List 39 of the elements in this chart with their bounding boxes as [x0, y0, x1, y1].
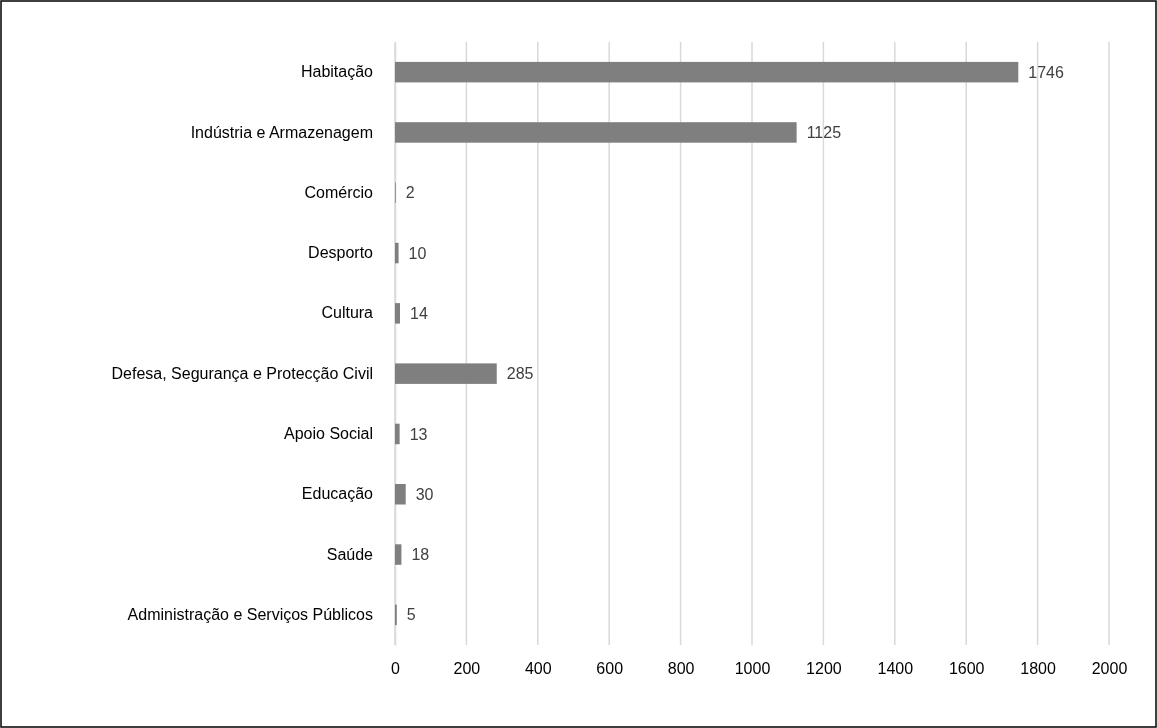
x-tick-label: 600: [596, 659, 624, 677]
bar: [395, 363, 497, 384]
y-tick-label: Indústria e Armazenagem: [190, 123, 373, 141]
x-tick-label: 200: [453, 659, 481, 677]
x-tick-label: 800: [667, 659, 695, 677]
x-tick-label: 400: [524, 659, 552, 677]
x-tick-label: 1800: [1020, 659, 1056, 677]
data-label: 30: [415, 485, 434, 503]
bar: [395, 484, 406, 505]
y-tick-label: Apoio Social: [284, 425, 373, 443]
x-tick-label: 2000: [1091, 659, 1128, 677]
y-tick-label: Educação: [301, 485, 374, 503]
data-label: 1125: [806, 124, 842, 142]
data-label: 285: [506, 365, 534, 383]
y-tick-label: Desporto: [308, 244, 374, 262]
bar: [395, 303, 400, 324]
y-tick-label: Defesa, Segurança e Protecção Civil: [111, 364, 373, 382]
bar: [395, 122, 797, 143]
y-tick-label: Comércio: [304, 183, 374, 201]
data-label: 1746: [1028, 63, 1065, 81]
x-tick-label: 1200: [806, 659, 842, 677]
x-tick-label: 1600: [948, 659, 985, 677]
data-label: 2: [405, 184, 415, 202]
y-tick-label: Saúde: [326, 545, 374, 563]
x-tick-label: 1000: [734, 659, 771, 677]
data-label: 10: [408, 244, 427, 262]
y-tick-label: Cultura: [321, 304, 374, 322]
x-tick-label: 1400: [877, 659, 914, 677]
bar: [395, 544, 402, 565]
bar: [395, 423, 400, 445]
data-label: 5: [406, 606, 416, 624]
bar: [395, 61, 1019, 83]
data-label: 14: [410, 304, 428, 322]
y-tick-label: Administração e Serviços Públicos: [127, 605, 373, 623]
y-tick-label: Habitação: [300, 63, 374, 81]
data-label: 18: [411, 546, 430, 564]
bar: [395, 242, 399, 264]
x-tick-label: 0: [391, 659, 401, 677]
data-label: 13: [409, 425, 428, 443]
